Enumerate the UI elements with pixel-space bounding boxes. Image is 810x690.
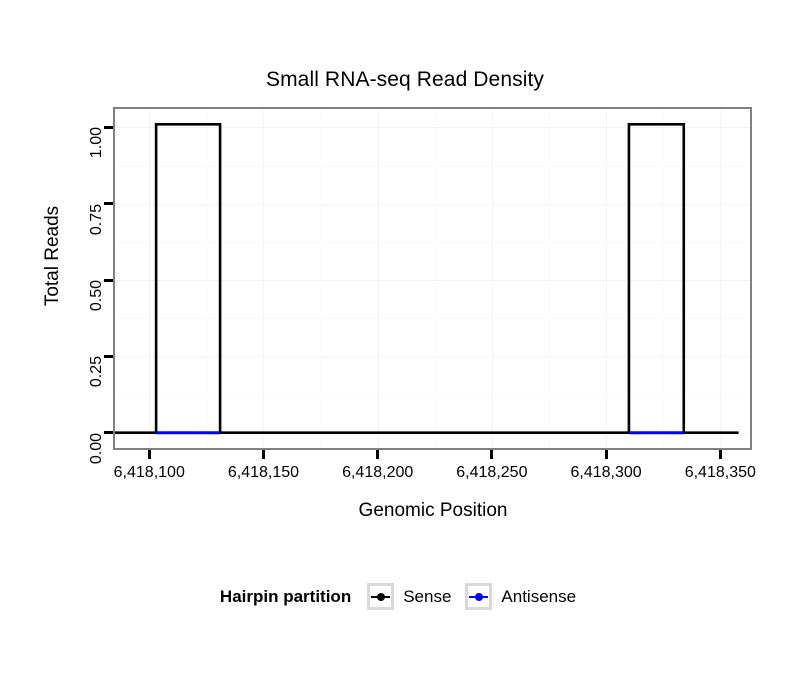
x-tick-label: 6,418,100 [113, 464, 185, 481]
gridline [548, 109, 550, 448]
x-tick-mark [261, 450, 265, 459]
x-tick-mark [376, 450, 380, 459]
page-title: Small RNA-seq Read Density [265, 68, 545, 91]
grid-lines [115, 109, 750, 448]
gridline [491, 109, 493, 448]
x-tick-mark [490, 450, 494, 459]
x-tick-mark [718, 450, 722, 459]
gridline [434, 109, 436, 448]
legend-key-point-icon [376, 592, 385, 601]
y-tick-mark [104, 278, 113, 282]
y-tick-mark [104, 202, 113, 206]
y-tick-mark [104, 125, 113, 129]
legend-label: Sense [403, 586, 452, 606]
plot-series-layer [115, 122, 739, 435]
gridline [149, 109, 151, 448]
x-tick-label: 6,418,150 [227, 464, 300, 481]
gridline [377, 109, 379, 448]
legend-key-point-icon [474, 592, 483, 601]
y-axis-title: Total Reads [42, 205, 63, 307]
legend-key-swatch [367, 583, 395, 610]
legend-title: Hairpin partition [219, 586, 352, 606]
gridline [115, 165, 750, 167]
y-tick-mark [104, 431, 113, 435]
legend: Hairpin partition Sense Antisense [0, 583, 810, 610]
gridline [115, 203, 750, 205]
legend-entry-antisense[interactable]: Antisense [465, 583, 576, 610]
legend-label: Antisense [501, 586, 577, 606]
y-tick-mark [104, 354, 113, 358]
gridline [115, 394, 750, 396]
gridline [663, 109, 665, 448]
x-tick-label: 6,418,250 [456, 464, 528, 481]
gridline [115, 241, 750, 243]
legend-entries: Sense Antisense [367, 583, 590, 610]
x-tick-mark [604, 450, 608, 459]
plot-panel [113, 107, 752, 450]
legend-entry-sense[interactable]: Sense [367, 583, 451, 610]
gridline [115, 280, 750, 282]
x-tick-mark [147, 450, 151, 459]
x-tick-label: 6,418,300 [570, 464, 642, 481]
gridline [115, 356, 750, 358]
x-axis-title: Genomic Position [358, 500, 508, 521]
gridline [320, 109, 322, 448]
gridline [115, 127, 750, 129]
legend-key-swatch [465, 583, 493, 610]
gridline [115, 318, 750, 320]
y-tick-label: 1.00 [88, 127, 105, 159]
series-line-sense [115, 122, 739, 435]
x-tick-label: 6,418,350 [684, 464, 756, 481]
x-tick-label: 6,418,200 [342, 464, 414, 481]
gridline [263, 109, 265, 448]
gridline [720, 109, 722, 448]
gridline [206, 109, 208, 448]
gridline [606, 109, 608, 448]
